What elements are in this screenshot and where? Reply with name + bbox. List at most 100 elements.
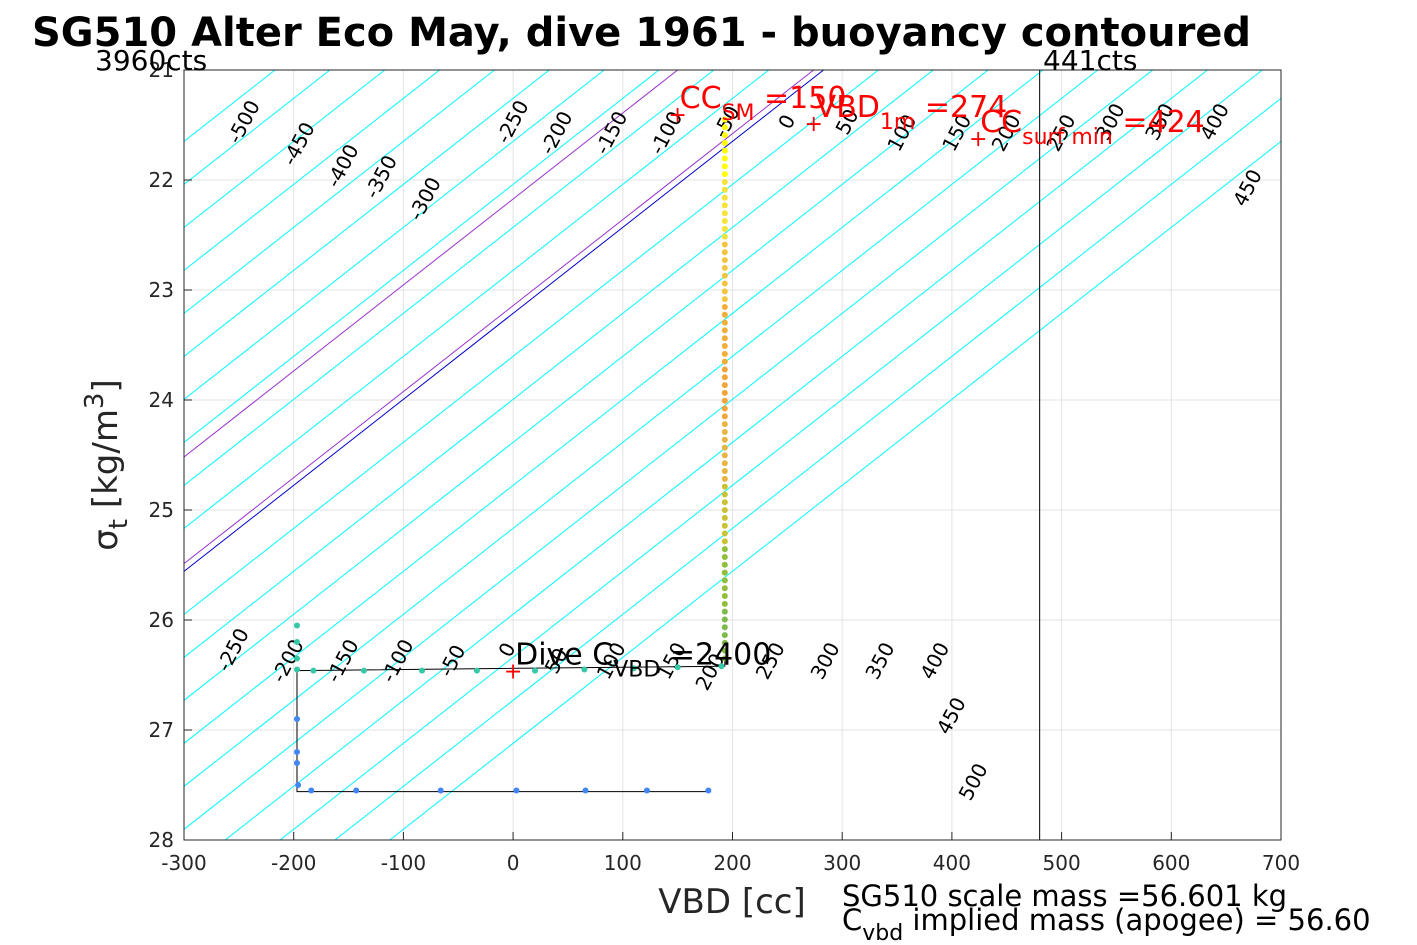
annotation-sub: 1m (880, 110, 915, 135)
descent-point (721, 272, 728, 279)
descent-point (721, 288, 728, 295)
y-tick-label: 28 (149, 828, 174, 852)
pump-point (532, 667, 539, 674)
contour-line (184, 70, 660, 443)
contour-line (184, 70, 1044, 744)
x-tick-label: 0 (507, 851, 520, 875)
contour-line (184, 70, 276, 143)
descent-point (721, 655, 728, 662)
y-tick-label: 23 (149, 278, 174, 302)
grid-lines (183, 69, 1282, 841)
descent-point (721, 491, 728, 498)
contour-line (184, 70, 715, 486)
contour-line (389, 140, 1281, 840)
contour-label: -400 (321, 140, 364, 191)
annotation-marker: + (668, 103, 686, 128)
annotation-label: Dive CVBD =2400 (515, 638, 771, 683)
top-left-count-label: 3960cts (95, 44, 207, 77)
contour-label: -50 (434, 641, 471, 681)
descent-point (721, 475, 728, 482)
descent-point (721, 311, 728, 318)
y-label-sigma: σ (86, 529, 126, 551)
descent-point (721, 319, 728, 326)
descent-point (721, 397, 728, 404)
contour-label: 400 (915, 638, 954, 683)
descent-point (721, 374, 728, 381)
descent-point (721, 233, 728, 240)
descent-point (721, 116, 728, 123)
top-right-count-label: 441cts (1043, 44, 1137, 77)
annotation-value: =150 (755, 81, 847, 116)
descent-point (721, 538, 728, 545)
descent-point (721, 241, 728, 248)
descent-point (721, 413, 728, 420)
descent-point (721, 171, 728, 178)
x-tick-label: -300 (161, 851, 206, 875)
descent-point (721, 483, 728, 490)
descent-point (721, 343, 728, 350)
descent-point (721, 335, 728, 342)
pump-point (310, 667, 317, 674)
pump-point (293, 655, 300, 662)
annotation-sub: SM (722, 101, 755, 126)
x-tick-label: -200 (271, 851, 316, 875)
annotation-main: CC (680, 81, 722, 116)
pump-point (581, 666, 588, 673)
contour-line (184, 70, 934, 658)
data-points (293, 116, 728, 794)
descent-point (721, 303, 728, 310)
x-tick-label: 400 (933, 851, 971, 875)
descent-point (721, 546, 728, 553)
descent-point (721, 468, 728, 475)
buoyancy-contours (184, 70, 1281, 840)
descent-point (721, 264, 728, 271)
bottom-point (643, 787, 650, 794)
contour-label: -200 (535, 107, 578, 158)
descent-point (721, 186, 728, 193)
descent-point (721, 632, 728, 639)
svg-text:σt [kg/m3]: σt [kg/m3] (80, 379, 134, 551)
descent-point (721, 249, 728, 256)
annotation-value: =2400 (660, 638, 771, 673)
x-tick-label: 700 (1262, 851, 1300, 875)
pump-point (630, 665, 637, 672)
x-tick-label: 300 (823, 851, 861, 875)
pump-point (473, 667, 480, 674)
x-tick-label: -100 (381, 851, 426, 875)
pump-point (293, 666, 300, 673)
y-label-text: [kg/m (86, 409, 126, 519)
annotation-sub: VBD (613, 658, 660, 683)
y-label-close: ] (86, 379, 126, 392)
annotation-value: =424 (1113, 105, 1205, 140)
x-axis-label: VBD [cc] (658, 882, 806, 922)
axis-ticks: -300 -200 -100 0 100 200 300 400 500 600 700 21 22 23… (149, 58, 1301, 875)
contour-line (224, 70, 1208, 840)
y-tick-label: 27 (149, 718, 174, 742)
descent-point (721, 202, 728, 209)
contour-line (279, 70, 1263, 840)
x-tick-label: 600 (1152, 851, 1190, 875)
descent-point (721, 210, 728, 217)
contour-label: -150 (590, 107, 633, 158)
descent-point (721, 327, 728, 334)
y-tick-label: 24 (149, 388, 174, 412)
y-tick-label: 26 (149, 608, 174, 632)
descent-point (721, 452, 728, 459)
contour-line (184, 70, 1099, 787)
contour-line (334, 97, 1281, 840)
annotation-marker: + (969, 127, 987, 152)
contour-label: 300 (805, 638, 844, 683)
descent-point (721, 585, 728, 592)
annotation-label: VBD1m =274 (816, 90, 1008, 135)
descent-point (721, 358, 728, 365)
reference-line (184, 70, 814, 565)
contour-line (184, 70, 879, 615)
bottom-point (437, 787, 444, 794)
annotations: +CCSM =150+VBD1m =274+CCsurf min =424+Di… (504, 81, 1205, 685)
pump-point (674, 664, 681, 671)
contour-label: -150 (321, 635, 364, 686)
contour-line (184, 70, 386, 228)
footer-rest: implied mass (apogee) = 56.60 (903, 903, 1370, 937)
annotation-value: =274 (915, 90, 1007, 125)
descent-point (721, 139, 728, 146)
